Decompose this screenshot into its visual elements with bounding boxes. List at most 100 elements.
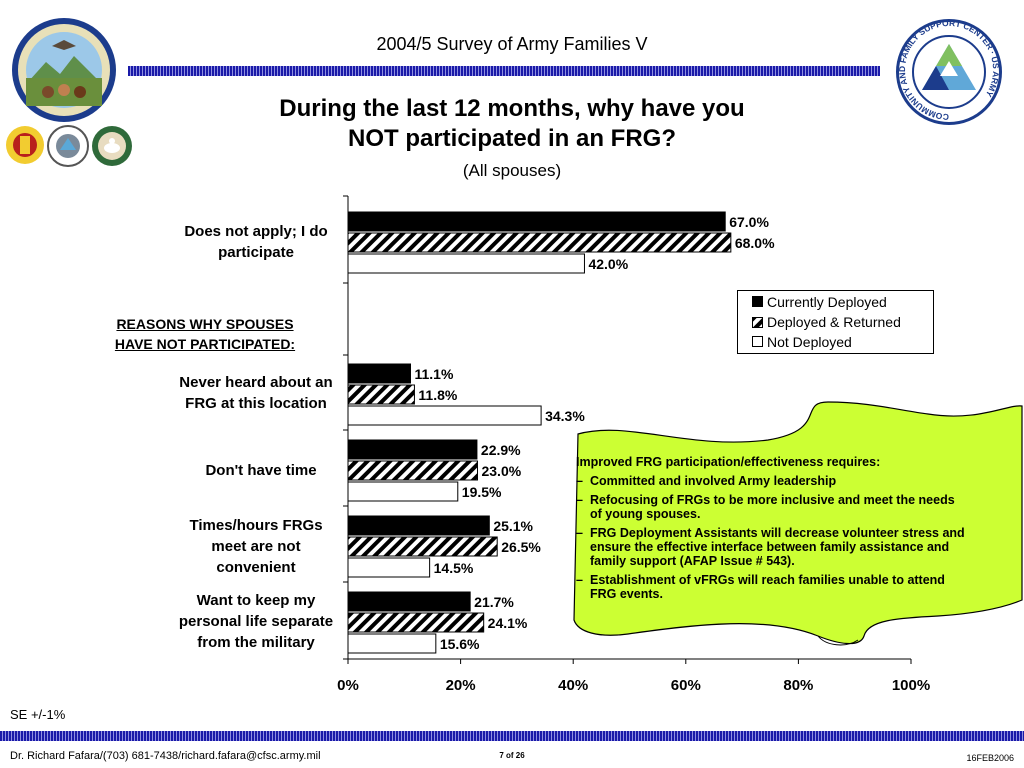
chart-legend: Currently Deployed Deployed & Returned N… xyxy=(737,290,934,354)
callout-bullet-glyph: – xyxy=(576,474,583,488)
bar-2-3 xyxy=(347,557,431,578)
callout-bullet: – Refocusing of FRGs to be more inclusive… xyxy=(576,493,1020,521)
chart-title-line2: NOT participated in an FRG? xyxy=(347,125,677,152)
callout-bullet-line: family support (AFAP Issue # 543). xyxy=(590,554,795,568)
callout-bullet-line: of young spouses. xyxy=(590,507,701,521)
bar-value-label: 11.1% xyxy=(414,366,453,382)
callout-bullet: – Committed and involved Army leadership xyxy=(576,474,1020,488)
bar-2-0 xyxy=(347,253,585,274)
bar-value-label: 23.0% xyxy=(481,463,521,479)
bar-2-2 xyxy=(347,481,459,502)
callout-bullet-glyph: – xyxy=(576,493,583,507)
legend-label: Not Deployed xyxy=(767,334,852,350)
callout-bullet-line: FRG Deployment Assistants will decrease … xyxy=(590,526,965,540)
survey-title: 2004/5 Survey of Army Families V xyxy=(376,34,648,54)
bar-2-4 xyxy=(347,633,437,654)
bar-1-1 xyxy=(347,384,415,405)
category-label-line: participate xyxy=(218,244,294,261)
bar-value-label: 19.5% xyxy=(462,484,502,500)
legend-entry-currently-deployed: Currently Deployed xyxy=(752,294,887,310)
category-label-line: from the military xyxy=(197,634,315,651)
bar-0-2 xyxy=(347,439,478,460)
category-label-never-heard: Never heard about an FRG at this locatio… xyxy=(150,372,362,414)
category-label-line: Want to keep my xyxy=(196,592,316,609)
callout-bullet-line: Refocusing of FRGs to be more inclusive … xyxy=(590,493,955,507)
legend-label: Deployed & Returned xyxy=(767,314,901,330)
x-tick-label: 100% xyxy=(892,677,930,694)
reasons-heading: REASONS WHY SPOUSES HAVE NOT PARTICIPATE… xyxy=(80,314,330,354)
asa-seal-logo xyxy=(12,18,116,122)
category-label-line: FRG at this location xyxy=(185,395,327,412)
legend-entry-deployed-returned: Deployed & Returned xyxy=(752,314,901,330)
category-label-personal-life: Want to keep my personal life separate f… xyxy=(150,590,362,653)
callout-bullet-glyph: – xyxy=(576,573,583,587)
eagle-seal-logo xyxy=(92,126,132,166)
callout-bullet-line: FRG events. xyxy=(590,587,663,601)
bar-1-0 xyxy=(347,232,732,253)
category-label-line: Don't have time xyxy=(205,462,317,479)
category-label-line: personal life separate xyxy=(178,613,334,630)
category-label-line: Never heard about an xyxy=(179,374,333,391)
category-label-line: convenient xyxy=(216,559,296,576)
bar-value-label: 21.7% xyxy=(474,594,514,610)
chart-subtitle: (All spouses) xyxy=(462,161,562,180)
footer-contact: Dr. Richard Fafara/(703) 681-7438/richar… xyxy=(10,750,321,762)
x-tick-label: 20% xyxy=(446,677,476,694)
callout-heading: Improved FRG participation/effectiveness… xyxy=(576,455,881,469)
bar-value-label: 24.1% xyxy=(488,615,528,631)
bar-1-3 xyxy=(347,536,498,557)
page-number: 7 of 26 xyxy=(499,751,525,760)
bar-value-label: 25.1% xyxy=(493,518,533,534)
callout-bullet-glyph: – xyxy=(576,526,583,540)
category-label-does-not-apply: Does not apply; I do participate xyxy=(150,221,362,263)
header-rule xyxy=(128,66,880,76)
bar-value-label: 22.9% xyxy=(481,442,521,458)
x-tick-label: 40% xyxy=(558,677,588,694)
callout-bullet-line: Committed and involved Army leadership xyxy=(590,474,837,488)
bar-0-4 xyxy=(347,591,471,612)
chart-title: During the last 12 months, why have you … xyxy=(180,94,844,154)
bar-0-3 xyxy=(347,515,490,536)
callout-scroll xyxy=(573,401,1023,646)
callout-text: Improved FRG participation/effectiveness… xyxy=(576,455,1020,606)
chart-title-line1: During the last 12 months, why have you xyxy=(279,95,745,122)
category-label-line: Times/hours FRGs xyxy=(189,517,323,534)
bar-value-label: 67.0% xyxy=(729,214,769,230)
bar-1-4 xyxy=(347,612,485,633)
callout-bullet-line: ensure the effective interface between f… xyxy=(590,540,950,554)
bar-value-label: 68.0% xyxy=(735,235,775,251)
legend-label: Currently Deployed xyxy=(767,294,887,310)
category-label-line: Does not apply; I do xyxy=(184,223,328,240)
bar-value-label: 34.3% xyxy=(545,408,585,424)
reasons-heading-line: HAVE NOT PARTICIPATED: xyxy=(114,336,296,352)
footer-date: 16FEB2006 xyxy=(966,753,1014,763)
x-tick-label: 80% xyxy=(783,677,813,694)
bar-value-label: 26.5% xyxy=(501,539,541,555)
legend-swatch-hatch xyxy=(752,317,763,328)
x-tick-label: 0% xyxy=(337,677,359,694)
bar-1-2 xyxy=(347,460,478,481)
reasons-heading-line: REASONS WHY SPOUSES xyxy=(116,316,294,332)
army-emblem-logo xyxy=(6,126,44,164)
bar-0-0 xyxy=(347,211,726,232)
legend-entry-not-deployed: Not Deployed xyxy=(752,334,852,350)
x-tick-label: 60% xyxy=(671,677,701,694)
category-label-line: meet are not xyxy=(211,538,301,555)
callout-bullet: – FRG Deployment Assistants will decrease… xyxy=(576,526,1020,568)
bar-2-1 xyxy=(347,405,542,426)
callout-bullet: – Establishment of vFRGs will reach famil… xyxy=(576,573,1020,601)
standard-error-note: SE +/-1% xyxy=(10,707,66,722)
bar-value-label: 42.0% xyxy=(588,256,628,272)
bar-0-1 xyxy=(347,363,411,384)
legend-swatch-black xyxy=(752,296,763,307)
bar-value-label: 14.5% xyxy=(434,560,474,576)
callout-bullet-line: Establishment of vFRGs will reach famili… xyxy=(590,573,945,587)
legend-swatch-white xyxy=(752,336,763,347)
footer-rule xyxy=(0,731,1024,741)
bar-value-label: 15.6% xyxy=(440,636,480,652)
category-label-times-hours: Times/hours FRGs meet are not convenient xyxy=(150,515,362,578)
bar-value-label: 11.8% xyxy=(418,387,457,403)
cfsc-badge-logo: COMMUNITY AND FAMILY SUPPORT CENTER · US… xyxy=(896,18,1002,125)
acsim-seal-logo xyxy=(47,125,89,167)
